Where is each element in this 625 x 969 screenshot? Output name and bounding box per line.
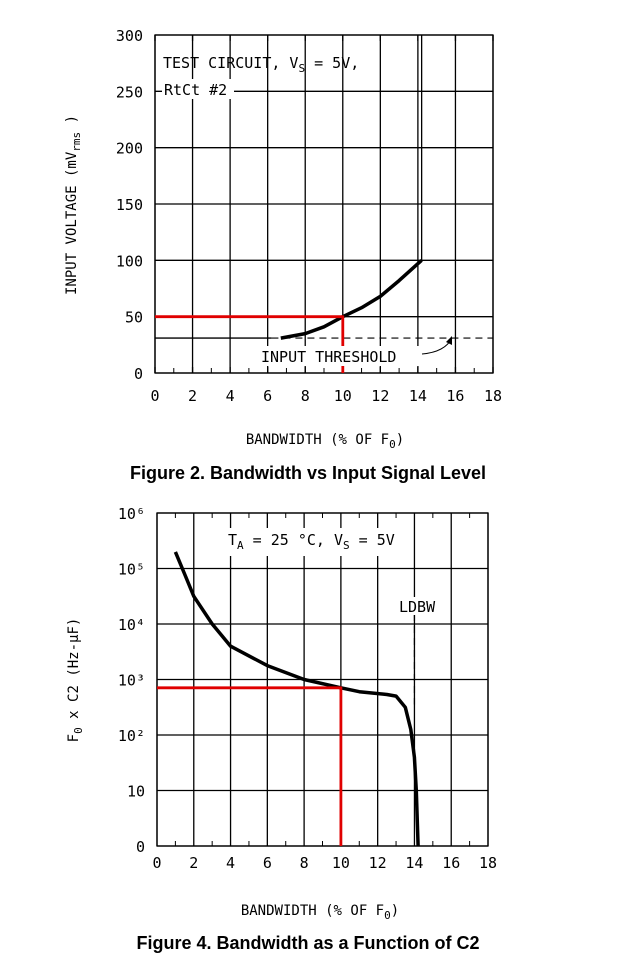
figure-4-ldbw-bg	[396, 597, 444, 615]
figure-2-tick-labels: 0 2 4 6 8 10 12 14 16 18 0 50 100 150 200 250 300	[116, 27, 502, 405]
figure-2-y-axis-label: INPUT VOLTAGE (mVrms )	[64, 115, 83, 295]
figure-4-y-tick-label: 10⁴	[118, 616, 145, 634]
figure-4-y-tick-label: 10³	[118, 672, 145, 690]
figure-4-bandwidth-curve	[173, 551, 420, 847]
figure-2-x-tick-label: 14	[409, 387, 427, 405]
figure-2-x-tick-label: 12	[371, 387, 389, 405]
figure-4-y-tick-label: 10⁵	[118, 561, 145, 579]
figure-2-rtct-label: RtCt #2	[164, 81, 227, 99]
figure-2-x-tick-label: 4	[226, 387, 235, 405]
figure-2-y-tick-label: 0	[134, 365, 143, 383]
figure-4-x-tick-label: 16	[442, 854, 460, 872]
figure-2-caption: Figure 2. Bandwidth vs Input Signal Leve…	[130, 463, 486, 483]
figure-4-series	[157, 551, 420, 847]
figure-4-x-tick-label: 18	[479, 854, 497, 872]
figure-2-y-tick-label: 150	[116, 196, 143, 214]
figure-2-x-tick-label: 6	[263, 387, 272, 405]
figure-4-y-tick-label: 10⁶	[118, 505, 145, 523]
figure-2-y-tick-label: 100	[116, 252, 143, 270]
figure-2: 0 2 4 6 8 10 12 14 16 18 0 50 100 150 200 250 300 TEST C…	[64, 27, 502, 483]
figure-4-y-tick-label: 0	[136, 838, 145, 856]
figure-2-x-tick-label: 8	[301, 387, 310, 405]
figure-2-threshold-bg	[258, 346, 422, 366]
figure-2-threshold-arrowhead	[446, 336, 452, 345]
figure-4-x-tick-label: 10	[332, 854, 350, 872]
figure-4-y-tick-label: 10²	[118, 727, 145, 745]
figure-4-x-tick-label: 14	[405, 854, 423, 872]
figure-2-y-tick-label: 50	[125, 309, 143, 327]
figure-4-y-axis-label: F0 x C2 (Hz-μF)	[66, 618, 85, 743]
figure-2-x-tick-label: 2	[188, 387, 197, 405]
figure-2-x-tick-label: 18	[484, 387, 502, 405]
figure-2-threshold-label: INPUT THRESHOLD	[261, 348, 396, 366]
figure-4-x-axis-label: BANDWIDTH (% OF F0)	[241, 903, 399, 922]
figure-4-plot-frame	[156, 512, 489, 847]
figure-2-input-voltage-curve	[280, 259, 423, 340]
figure-4-x-tick-label: 12	[369, 854, 387, 872]
figure-2-test-circuit-label: TEST CIRCUIT, VS = 5V,	[163, 54, 359, 75]
figure-2-y-tick-label: 300	[116, 27, 143, 45]
figure-2-threshold-arrow	[421, 337, 453, 355]
figure-4-caption: Figure 4. Bandwidth as a Function of C2	[136, 933, 479, 953]
figure-2-y-tick-label: 200	[116, 140, 143, 158]
figure-2-plot-frame	[154, 34, 494, 374]
figure-4-ldbw-label: LDBW	[399, 598, 436, 616]
figure-4-grid	[156, 512, 489, 847]
figure-4-x-tick-label: 4	[226, 854, 235, 872]
figure-2-x-tick-label: 0	[150, 387, 159, 405]
figure-2-rtct-bg	[162, 79, 234, 99]
figure-4-red-marker-line	[157, 686, 343, 846]
figure-4-tick-labels: 0 2 4 6 8 10 12 14 16 18 0 10 10² 10³ 10⁴ 10⁵ 10⁶	[118, 505, 497, 872]
figure-4-x-tick-label: 0	[152, 854, 161, 872]
figure-4-x-tick-label: 6	[263, 854, 272, 872]
figure-4-y-tick-label: 10	[127, 783, 145, 801]
figure-4-x-tick-label: 2	[189, 854, 198, 872]
figure-4: 0 2 4 6 8 10 12 14 16 18 0 10 10² 10³ 10⁴ 10⁵ 10⁶ TA = 2…	[66, 505, 497, 953]
figure-2-x-tick-label: 10	[334, 387, 352, 405]
figure-4-conditions-bg	[224, 528, 390, 556]
figure-4-conditions-label: TA = 25 °C, VS = 5V	[228, 531, 395, 552]
figure-2-x-axis-label: BANDWIDTH (% OF F0)	[246, 432, 404, 451]
figure-2-x-tick-label: 16	[446, 387, 464, 405]
figure-2-y-tick-label: 250	[116, 83, 143, 101]
figure-4-x-tick-label: 8	[300, 854, 309, 872]
